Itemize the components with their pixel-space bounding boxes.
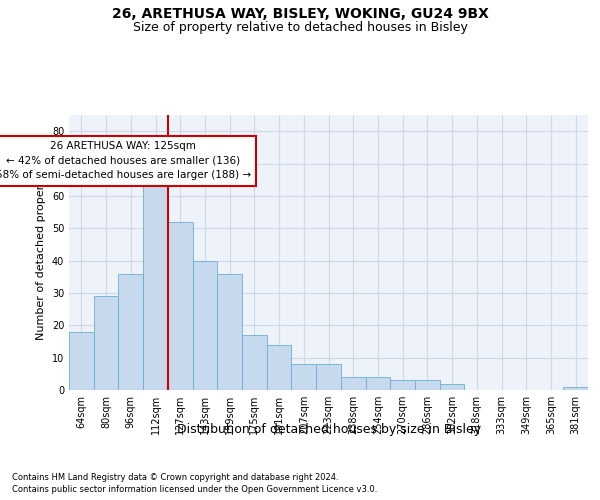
Bar (69, 332, 94, 390)
Text: Contains HM Land Registry data © Crown copyright and database right 2024.: Contains HM Land Registry data © Crown c… (12, 472, 338, 482)
Bar (143, 180, 168, 390)
Y-axis label: Number of detached properties: Number of detached properties (36, 165, 46, 340)
Text: Distribution of detached houses by size in Bisley: Distribution of detached houses by size … (177, 422, 481, 436)
Bar (563, 387, 588, 390)
Bar (242, 335, 267, 390)
Bar (217, 274, 242, 390)
Bar (267, 344, 292, 390)
Bar (94, 296, 118, 390)
Text: 26, ARETHUSA WAY, BISLEY, WOKING, GU24 9BX: 26, ARETHUSA WAY, BISLEY, WOKING, GU24 9… (112, 8, 488, 22)
Bar (341, 377, 365, 390)
Bar (365, 377, 390, 390)
Text: 26 ARETHUSA WAY: 125sqm
← 42% of detached houses are smaller (136)
58% of semi-d: 26 ARETHUSA WAY: 125sqm ← 42% of detache… (0, 141, 251, 180)
Bar (440, 384, 464, 390)
Bar (316, 364, 341, 390)
Bar (168, 222, 193, 390)
Bar (193, 260, 217, 390)
Bar (292, 364, 316, 390)
Bar (390, 380, 415, 390)
Bar (118, 274, 143, 390)
Text: Contains public sector information licensed under the Open Government Licence v3: Contains public sector information licen… (12, 485, 377, 494)
Text: Size of property relative to detached houses in Bisley: Size of property relative to detached ho… (133, 21, 467, 34)
Bar (415, 380, 440, 390)
